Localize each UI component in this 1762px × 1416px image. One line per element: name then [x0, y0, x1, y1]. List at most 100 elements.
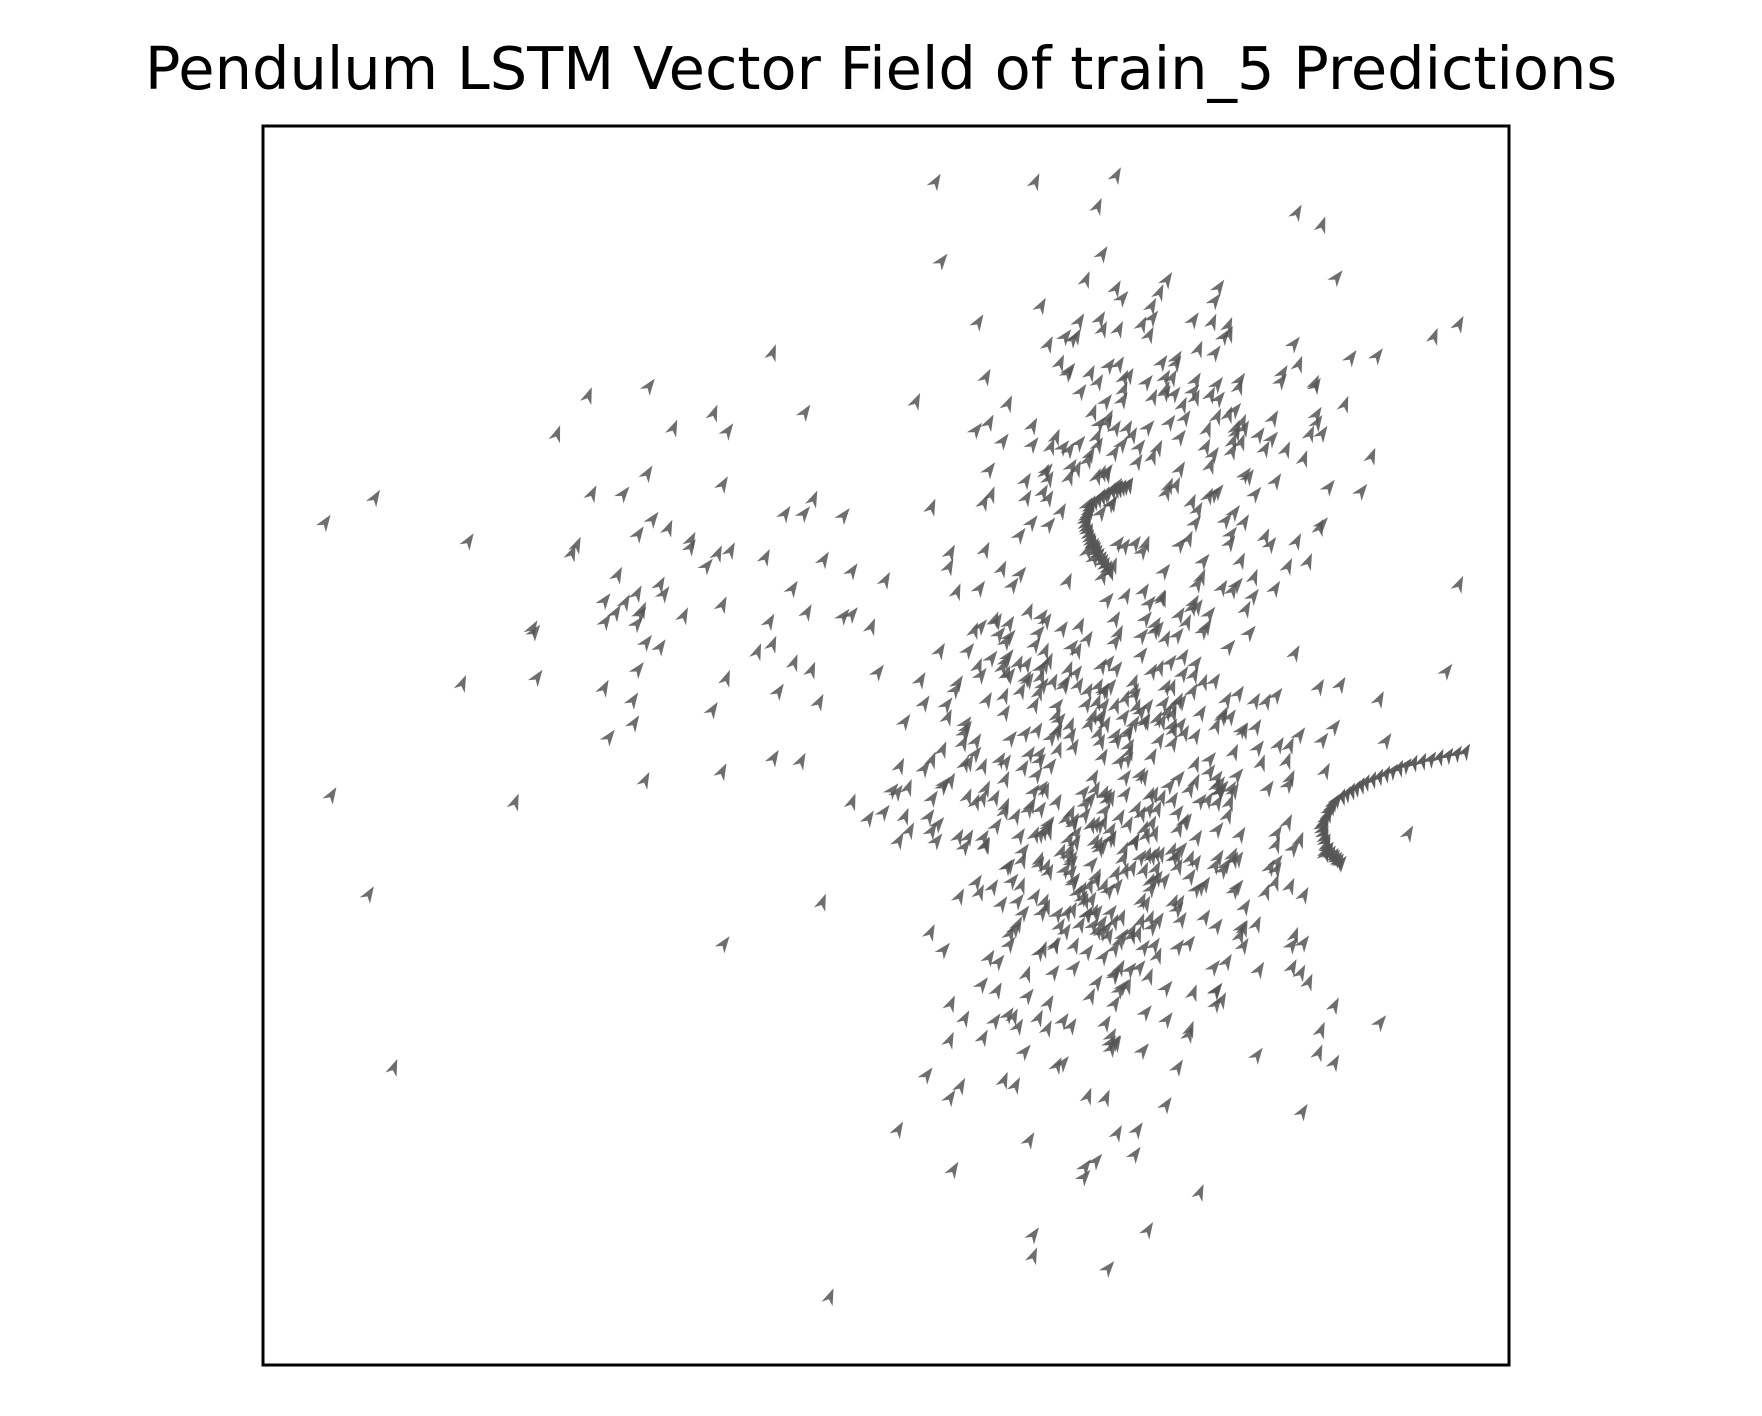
vector-arrow — [1368, 348, 1383, 366]
vector-arrow — [1325, 997, 1339, 1016]
vector-arrow — [1316, 762, 1330, 781]
vector-arrow — [1157, 980, 1173, 998]
vector-arrow — [1074, 1169, 1091, 1187]
vector-arrow — [1266, 580, 1281, 599]
vector-arrow — [1005, 1008, 1018, 1027]
vector-arrow — [951, 1077, 966, 1096]
vector-arrow — [1039, 490, 1054, 508]
vector-arrow — [718, 423, 734, 441]
trajectory-arrow — [1405, 754, 1418, 773]
vector-arrow — [1257, 693, 1271, 712]
vector-arrow — [1126, 687, 1141, 705]
vector-arrow — [1225, 743, 1238, 762]
vector-arrow — [1185, 984, 1197, 1003]
vector-arrow — [1107, 661, 1123, 679]
vector-arrow — [1151, 284, 1164, 302]
vector-arrow — [1231, 826, 1246, 845]
vector-arrow — [1078, 906, 1093, 924]
vector-arrow — [1207, 918, 1223, 936]
vector-arrow — [1008, 893, 1024, 911]
vector-arrow — [1174, 396, 1187, 415]
vector-arrow — [1018, 965, 1031, 984]
vector-arrow — [1030, 746, 1046, 764]
vector-arrow — [756, 549, 770, 567]
vector-arrow — [1170, 607, 1185, 625]
vector-arrow — [1171, 429, 1186, 447]
vector-arrow — [1032, 780, 1048, 798]
vector-arrow — [1147, 845, 1160, 864]
vector-arrow — [1181, 850, 1194, 868]
vector-arrow — [1126, 535, 1141, 554]
vector-arrow — [940, 558, 954, 577]
vector-arrow — [1120, 367, 1134, 386]
vector-arrow — [1048, 906, 1064, 924]
vector-arrow — [1030, 684, 1043, 703]
vector-arrow — [1064, 816, 1079, 834]
vector-arrow — [1196, 909, 1211, 927]
vector-arrow — [1168, 1059, 1183, 1077]
vector-arrow — [984, 879, 999, 897]
vector-arrow — [1192, 705, 1206, 723]
vector-arrow — [628, 662, 644, 680]
vector-arrow — [1188, 599, 1203, 617]
vector-arrow — [1137, 535, 1150, 554]
vector-arrow — [986, 611, 999, 630]
vector-arrow — [1169, 939, 1185, 957]
vector-arrow — [359, 886, 374, 904]
vector-arrow — [1091, 311, 1106, 329]
vector-arrow — [989, 954, 1005, 972]
vector-arrow — [977, 837, 990, 855]
vector-arrow — [1239, 469, 1254, 487]
vector-arrow — [1055, 862, 1071, 880]
vector-arrow — [1161, 654, 1177, 672]
vector-arrow — [1288, 533, 1302, 551]
vector-arrow — [1092, 733, 1105, 752]
trajectory-arrow — [1390, 759, 1403, 778]
vector-arrow — [1169, 770, 1185, 788]
vector-arrow — [917, 1067, 933, 1085]
vector-arrow — [1167, 350, 1182, 369]
vector-arrow — [1310, 678, 1325, 697]
vector-arrow — [1079, 682, 1093, 701]
vector-arrow — [1095, 785, 1109, 803]
vector-arrow — [580, 387, 592, 406]
vector-arrow — [986, 1013, 1001, 1031]
vector-arrow — [1144, 448, 1156, 467]
vector-arrow — [1163, 678, 1176, 697]
vector-arrow — [834, 608, 850, 626]
vector-arrow — [1026, 637, 1041, 655]
trajectory-arrow — [1377, 765, 1391, 784]
vector-arrow — [1191, 1184, 1204, 1202]
vector-arrow — [1001, 731, 1017, 749]
vector-arrow — [1208, 376, 1223, 395]
vector-arrow — [980, 462, 996, 480]
vector-arrow — [1137, 895, 1151, 914]
vector-arrow — [1073, 881, 1087, 900]
vector-arrow — [1082, 891, 1097, 910]
vector-arrow — [1183, 493, 1196, 512]
vector-arrow — [1081, 877, 1093, 896]
vector-arrow — [713, 763, 727, 782]
vector-arrow — [1016, 725, 1032, 744]
axes-frame — [261, 124, 1511, 1367]
vector-arrow — [998, 859, 1013, 877]
vector-arrow — [385, 1059, 398, 1077]
vector-arrow — [1026, 173, 1040, 192]
vector-arrow — [1024, 1247, 1038, 1266]
vector-arrow — [967, 733, 982, 751]
vector-arrow — [932, 253, 948, 271]
vector-arrow — [1147, 860, 1161, 879]
vector-arrow — [1056, 923, 1071, 941]
vector-arrow — [1017, 489, 1032, 508]
vector-arrow — [316, 514, 331, 533]
vector-arrow — [1115, 538, 1130, 556]
vector-arrow — [1067, 665, 1082, 683]
vector-arrow — [993, 433, 1009, 451]
vector-arrow — [1095, 814, 1108, 833]
vector-arrow — [1160, 414, 1176, 433]
vector-arrow — [1204, 313, 1217, 332]
vector-arrow — [1048, 1057, 1062, 1075]
vector-arrow — [1128, 1122, 1143, 1140]
vector-arrow — [1101, 904, 1117, 923]
vector-arrow — [1064, 960, 1081, 978]
